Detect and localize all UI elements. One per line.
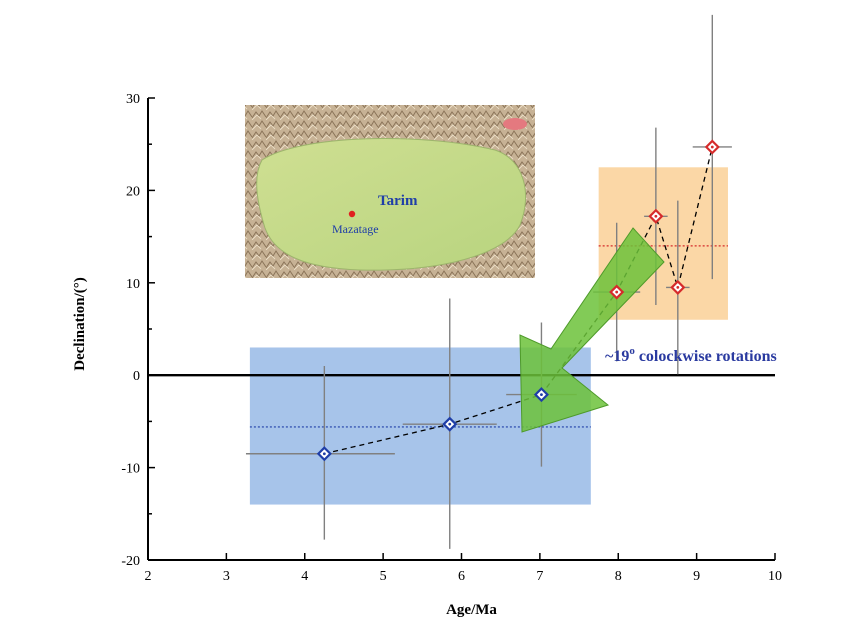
x-tick-label: 4 <box>301 569 308 584</box>
rotation-arrow-shape <box>519 227 665 433</box>
rotation-annotation-prefix: ~19 <box>605 348 629 365</box>
y-tick-label: -20 <box>121 554 140 569</box>
x-tick-label: 10 <box>768 569 782 584</box>
rotation-annotation-suffix: colockwise rotations <box>635 348 777 365</box>
y-tick-label: 20 <box>126 184 140 199</box>
data-point-center <box>654 214 658 218</box>
y-tick-label: 0 <box>133 369 140 384</box>
x-tick-label: 6 <box>458 569 465 584</box>
rotation-annotation: ~19o colockwise rotations <box>605 345 777 365</box>
y-tick-label: 30 <box>126 92 140 107</box>
y-tick-label: 10 <box>126 277 140 292</box>
x-tick-label: 9 <box>693 569 700 584</box>
data-point-center <box>540 393 543 397</box>
data-point-center <box>676 286 680 289</box>
x-tick-label: 8 <box>615 569 622 584</box>
map-lake <box>503 118 527 130</box>
map-inset: Tarim Mazatage <box>245 105 535 278</box>
data-point-center <box>615 290 619 294</box>
x-axis-title: Age/Ma <box>446 602 497 618</box>
data-point-center <box>710 145 714 149</box>
y-axis-title: Declination/(°) <box>72 277 88 371</box>
x-tick-label: 2 <box>145 569 152 584</box>
mazatage-site-marker <box>348 210 356 218</box>
rotation-annotation-degree: o <box>629 345 635 357</box>
x-tick-label: 5 <box>380 569 387 584</box>
x-tick-label: 7 <box>536 569 543 584</box>
x-tick-label: 3 <box>223 569 230 584</box>
points-layer <box>316 139 720 462</box>
map-site-mazatage: Mazatage <box>332 222 379 236</box>
axes-layer: 30 20 10 0 -10 -20 2 3 4 5 6 7 8 9 10 Age/Ma Declination… <box>72 92 782 618</box>
map-title-tarim: Tarim <box>378 193 418 209</box>
tarim-basin-shape <box>256 138 527 271</box>
data-point-center <box>322 452 326 456</box>
data-point-center <box>448 422 452 426</box>
rotation-arrow <box>519 227 665 433</box>
y-tick-label: -10 <box>121 462 140 477</box>
